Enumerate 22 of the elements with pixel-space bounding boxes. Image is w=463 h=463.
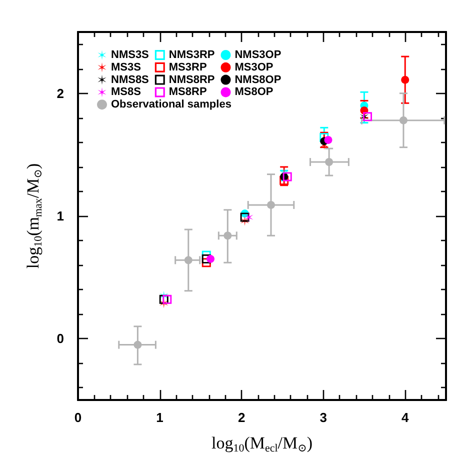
x-tick-label: 2 — [238, 410, 246, 425]
y-tick-label: 1 — [56, 208, 64, 224]
legend-label: MS8RP — [168, 86, 207, 98]
legend-label: NMS3OP — [234, 49, 282, 61]
legend-label: MS3OP — [234, 61, 274, 74]
y-tick-label: 2 — [56, 86, 64, 101]
legend-label: NMS8OP — [234, 74, 282, 86]
legend-label: MS8S — [111, 86, 141, 98]
legend-label: NMS8RP — [168, 74, 215, 86]
x-tick-label: 1 — [156, 410, 164, 425]
legend-label: MS3RP — [168, 61, 207, 74]
x-tick-label: 0 — [74, 410, 82, 425]
legend-label: MS3S — [111, 61, 141, 74]
legend-label: Observational samples — [111, 98, 232, 111]
legend-label: NMS3RP — [168, 49, 215, 61]
x-tick-label: 3 — [320, 410, 327, 425]
legend-label: MS8OP — [234, 86, 274, 98]
legend-label: NMS8S — [111, 74, 149, 86]
x-tick-label: 4 — [401, 410, 410, 425]
y-tick-label: 0 — [56, 331, 64, 346]
legend-label: NMS3S — [111, 49, 149, 61]
y-axis-title: log10(mmax/M⊙) — [24, 163, 44, 269]
